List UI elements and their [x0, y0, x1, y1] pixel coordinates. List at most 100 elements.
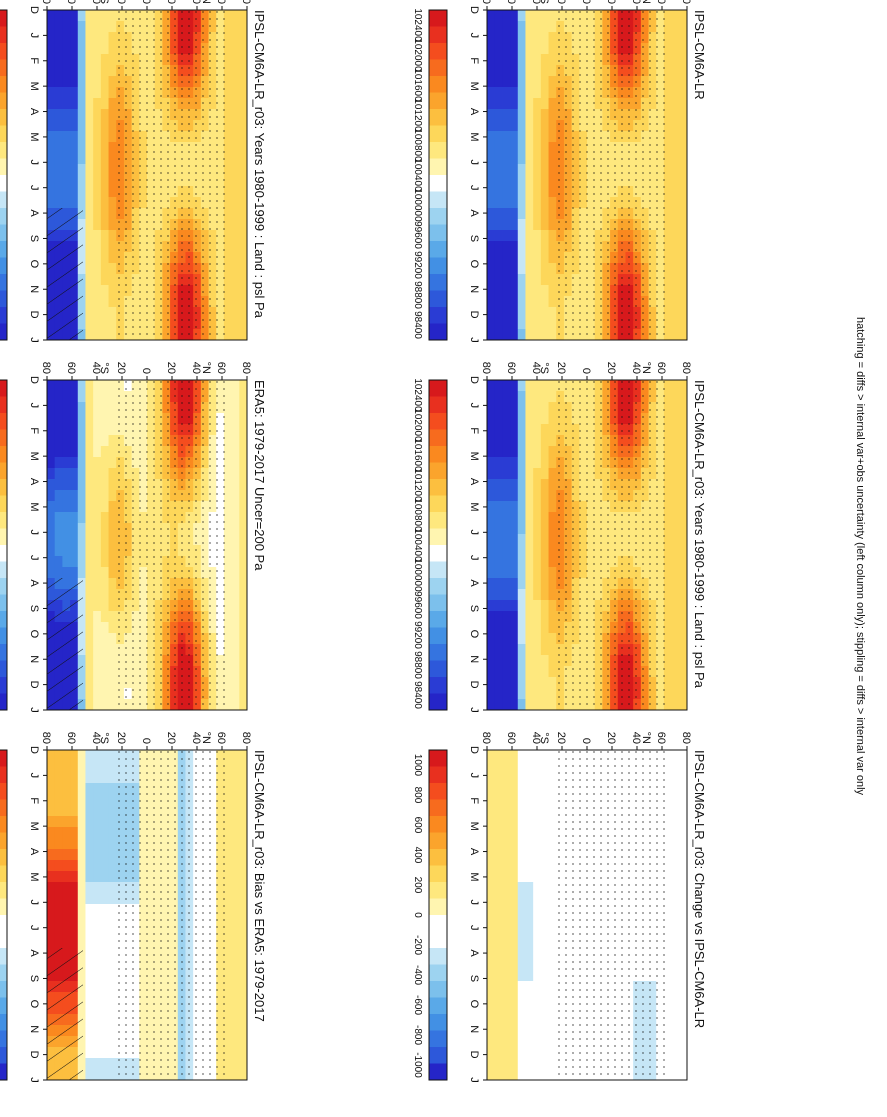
- heatmap-cell: [517, 1003, 525, 1015]
- heatmap-cell: [671, 307, 679, 319]
- heatmap-cell: [93, 904, 101, 916]
- heatmap-cell: [77, 186, 85, 198]
- heatmap-cell: [77, 871, 85, 883]
- heatmap-cell: [494, 750, 502, 762]
- heatmap-cell: [231, 21, 239, 33]
- heatmap-cell: [100, 556, 108, 568]
- heatmap-cell: [54, 164, 62, 176]
- heatmap-cell: [100, 1047, 108, 1059]
- heatmap-cell: [494, 490, 502, 502]
- heatmap-cell: [54, 479, 62, 491]
- heatmap-cell: [510, 142, 518, 154]
- heatmap-cell: [62, 424, 70, 436]
- heatmap-cell: [77, 893, 85, 905]
- heatmap-cell: [487, 948, 495, 960]
- heatmap-cell: [93, 435, 101, 447]
- heatmap-cell: [100, 98, 108, 110]
- heatmap-cell: [540, 1014, 548, 1026]
- heatmap-cell: [93, 699, 101, 711]
- heatmap-cell: [517, 380, 525, 392]
- heatmap-cell: [502, 633, 510, 645]
- heatmap-cell: [494, 120, 502, 132]
- heatmap-cell: [487, 468, 495, 480]
- heatmap-cell: [548, 699, 556, 711]
- heatmap-cell: [108, 87, 116, 99]
- heatmap-cell: [494, 970, 502, 982]
- heatmap-cell: [525, 402, 533, 414]
- heatmap-cell: [70, 871, 78, 883]
- heatmap-cell: [548, 318, 556, 330]
- x-tick-label: D: [28, 1051, 40, 1059]
- heatmap-cell: [100, 611, 108, 623]
- heatmap-cell: [548, 446, 556, 458]
- heatmap-cell: [487, 197, 495, 209]
- heatmap-cell: [100, 329, 108, 341]
- colorbar-swatch: [429, 479, 447, 496]
- y-hemisphere-north: °N: [200, 362, 212, 374]
- colorbar-swatch: [0, 76, 7, 93]
- heatmap-cell: [70, 534, 78, 546]
- heatmap-cell: [671, 523, 679, 535]
- heatmap-cell: [548, 142, 556, 154]
- heatmap-cell: [525, 263, 533, 275]
- heatmap-cell: [517, 1014, 525, 1026]
- heatmap-cell: [510, 948, 518, 960]
- heatmap-cell: [679, 1014, 687, 1026]
- colorbar-swatch: [0, 479, 7, 496]
- heatmap-cell: [494, 644, 502, 656]
- heatmap-cell: [70, 904, 78, 916]
- heatmap-cell: [239, 490, 247, 502]
- heatmap-cell: [671, 10, 679, 22]
- heatmap-cell: [85, 391, 93, 403]
- colorbar-swatch: [0, 750, 7, 767]
- heatmap-cell: [487, 307, 495, 319]
- heatmap-cell: [671, 76, 679, 88]
- heatmap-cell: [548, 981, 556, 993]
- heatmap-cell: [85, 937, 93, 949]
- heatmap-cell: [108, 446, 116, 458]
- heatmap-cell: [108, 948, 116, 960]
- heatmap-cell: [525, 699, 533, 711]
- heatmap-cell: [93, 600, 101, 612]
- heatmap-cell: [533, 860, 541, 872]
- heatmap-cell: [54, 523, 62, 535]
- heatmap-cell: [231, 87, 239, 99]
- heatmap-cell: [548, 391, 556, 403]
- panel-title: IPSL-CM6A-LR: [692, 10, 707, 100]
- heatmap-cell: [671, 274, 679, 286]
- heatmap-cell: [85, 230, 93, 242]
- heatmap-cell: [62, 131, 70, 143]
- heatmap-cell: [517, 838, 525, 850]
- heatmap-cell: [487, 882, 495, 894]
- heatmap-cell: [502, 783, 510, 795]
- heatmap-cell: [108, 860, 116, 872]
- heatmap-cell: [679, 241, 687, 253]
- heatmap-cell: [517, 263, 525, 275]
- heatmap-cell: [525, 959, 533, 971]
- heatmap-cell: [108, 633, 116, 645]
- heatmap-cell: [502, 992, 510, 1004]
- colorbar-swatch: [429, 142, 447, 159]
- heatmap-cell: [93, 263, 101, 275]
- heatmap-cell: [77, 142, 85, 154]
- heatmap-cell: [70, 186, 78, 198]
- heatmap-cell: [93, 589, 101, 601]
- colorbar-swatch: [429, 644, 447, 661]
- stipple-overlay: [557, 380, 667, 710]
- heatmap-cell: [93, 76, 101, 88]
- heatmap-cell: [47, 545, 55, 557]
- heatmap-cell: [540, 468, 548, 480]
- heatmap-cell: [502, 208, 510, 220]
- heatmap-cell: [502, 424, 510, 436]
- y-hemisphere-south: °S: [98, 362, 110, 374]
- heatmap-cell: [533, 219, 541, 231]
- heatmap-cell: [671, 633, 679, 645]
- heatmap-cell: [510, 699, 518, 711]
- heatmap-cell: [108, 915, 116, 927]
- heatmap-cell: [679, 285, 687, 297]
- heatmap-cell: [93, 468, 101, 480]
- heatmap-cell: [502, 959, 510, 971]
- heatmap-cell: [525, 65, 533, 77]
- heatmap-cell: [679, 1025, 687, 1037]
- heatmap-cell: [108, 871, 116, 883]
